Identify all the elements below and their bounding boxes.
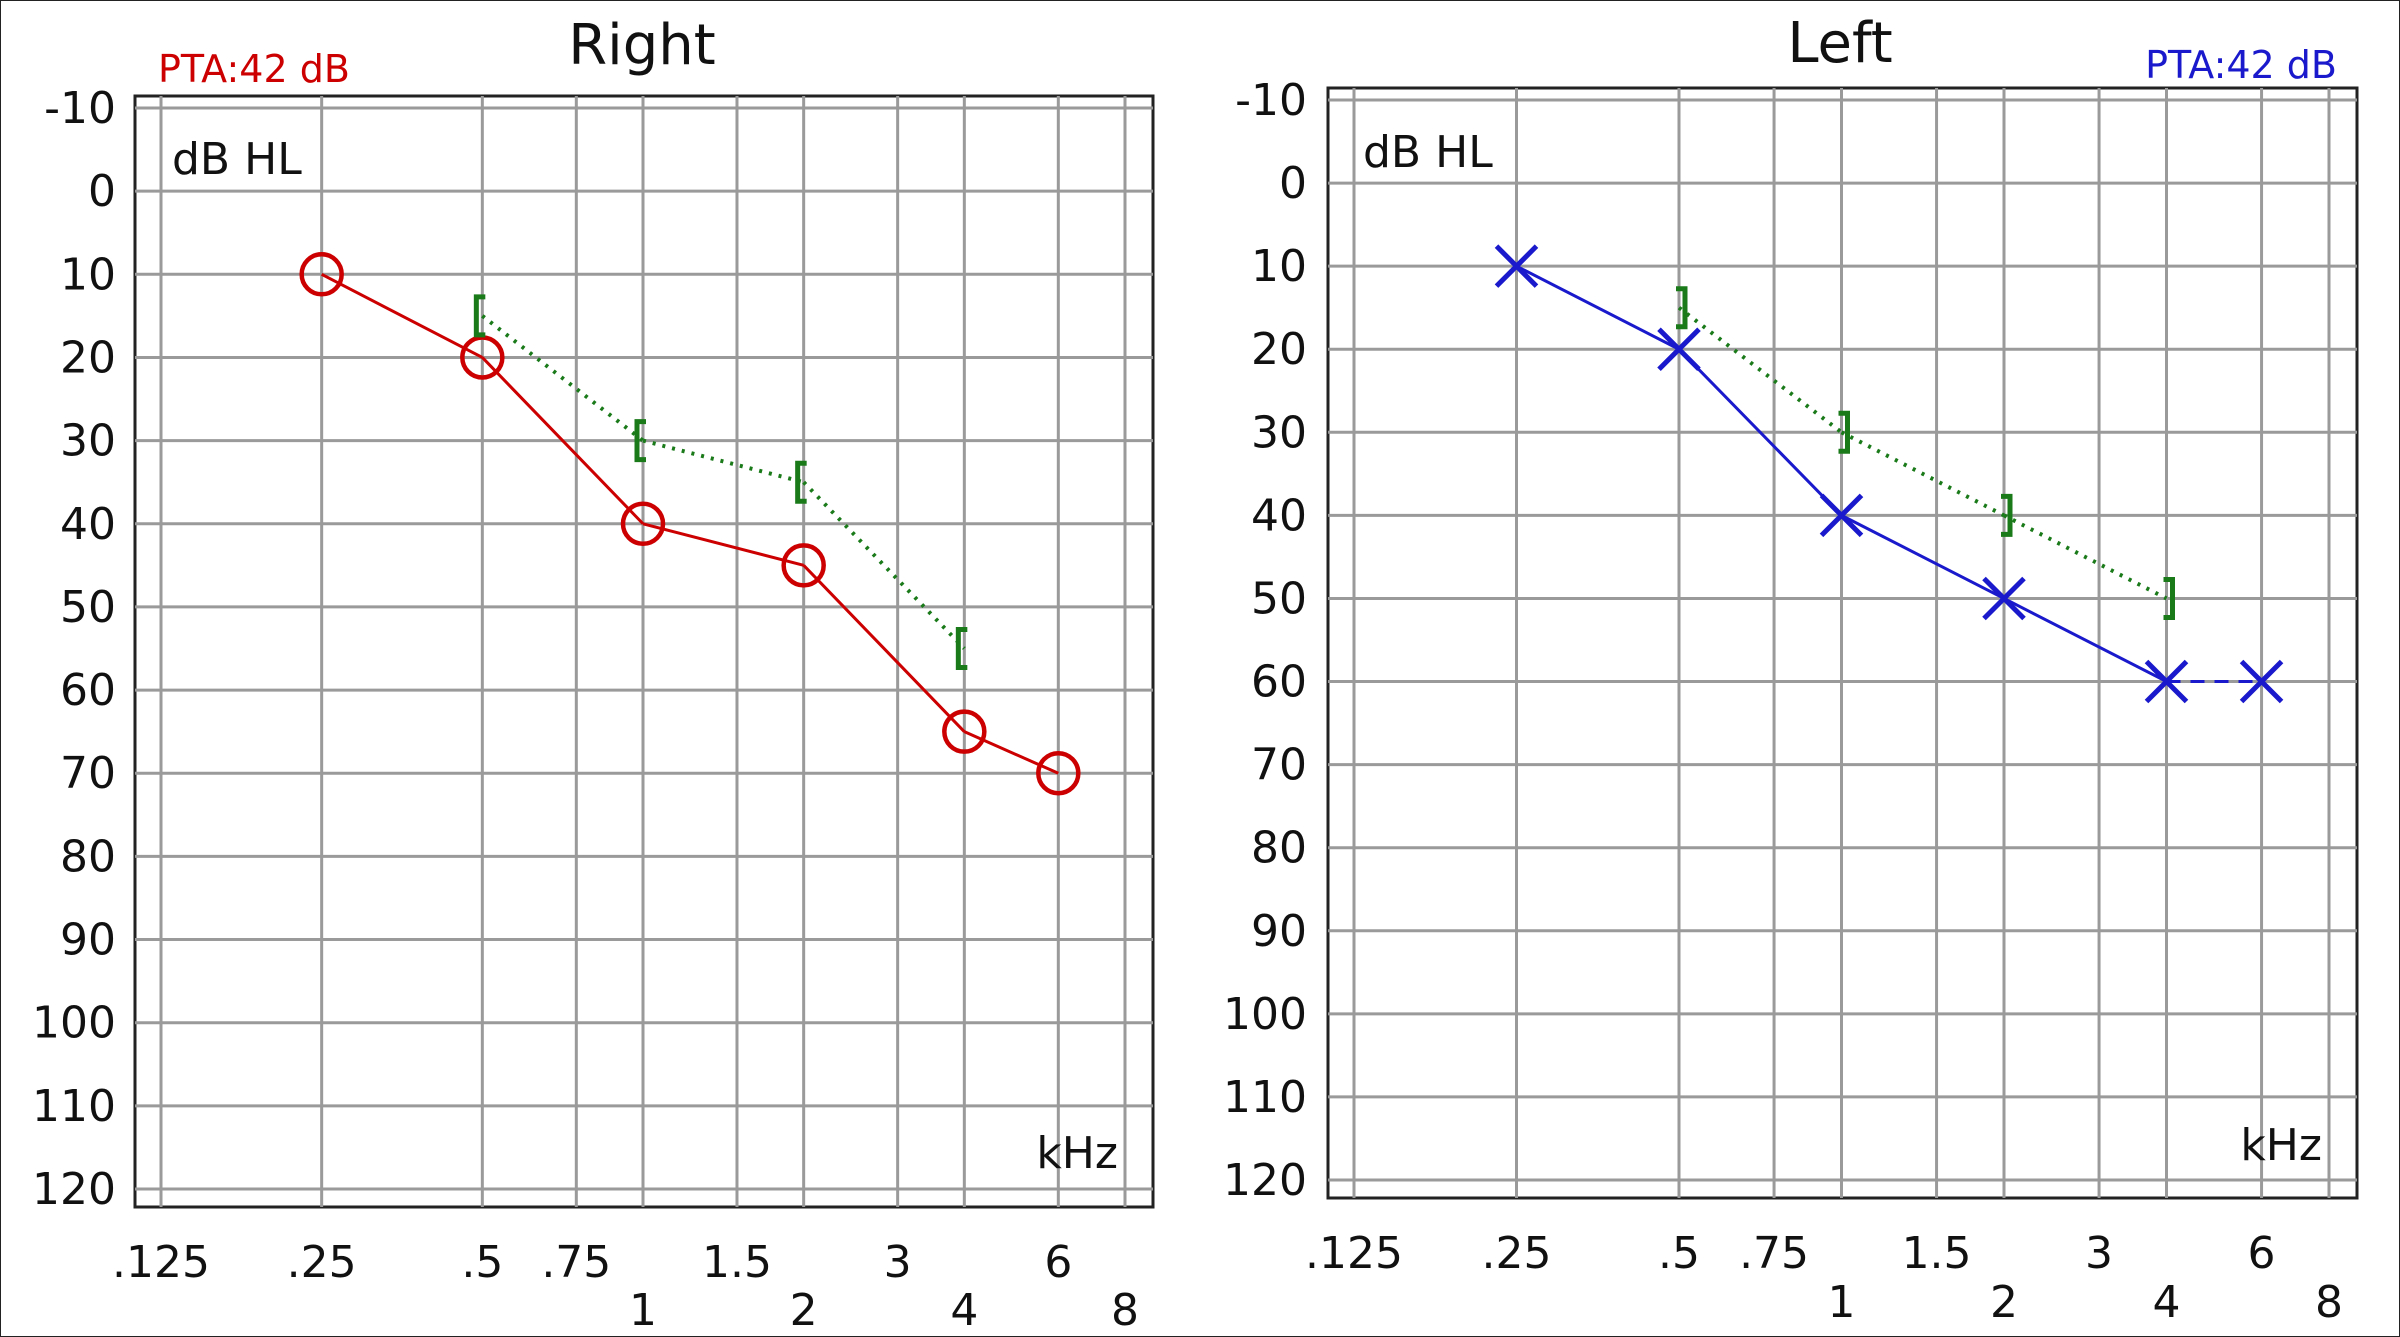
air-conduction-line [642, 522, 805, 567]
y-tick-label: 70 [1251, 740, 1307, 791]
bone-conduction-line [1840, 430, 2005, 518]
chart-title: Left [1787, 11, 1892, 76]
air-conduction-line [481, 356, 645, 525]
air-conduction-marker-x [1657, 327, 1701, 371]
left-ear-panel: -10 0 10 20 30 40 50 60 70 80 90 100 110 120 .125 .25 .5… [1223, 11, 2359, 1328]
bone-conduction-marker [955, 627, 968, 670]
air-conduction-marker-x [2239, 659, 2284, 704]
y-tick-label: 80 [60, 831, 116, 882]
x-tick-label: 1 [629, 1285, 657, 1336]
bone-conduction-marker [1676, 286, 1688, 330]
y-tick-label: 120 [32, 1164, 116, 1215]
bone-conduction-marker [2001, 493, 2013, 537]
y-tick-label: 20 [60, 332, 116, 383]
y-tick-label: 90 [1251, 906, 1307, 957]
y-tick-label: 100 [1223, 989, 1307, 1040]
x-tick-label: .75 [541, 1237, 611, 1288]
y-axis-label: dB HL [1363, 127, 1493, 178]
bone-conduction-line [2003, 513, 2168, 601]
pta-label: PTA:42 dB [2145, 43, 2337, 87]
air-conduction-marker-o [1036, 750, 1081, 796]
air-conduction-marker-o [299, 252, 344, 297]
x-tick-label: 3 [2085, 1228, 2113, 1279]
air-conduction-marker-o [781, 543, 826, 588]
air-conduction-marker-o [620, 501, 666, 547]
x-tick-label: .5 [1658, 1228, 1700, 1279]
x-axis-label: kHz [2240, 1120, 2322, 1171]
air-conduction-marker-x [1494, 244, 1539, 288]
y-tick-label: 100 [32, 998, 116, 1049]
air-conduction-marker-x [2144, 659, 2189, 704]
bone-conduction-marker [473, 294, 486, 338]
x-tick-label: .25 [287, 1237, 357, 1288]
y-tick-label: 120 [1223, 1155, 1307, 1206]
x-tick-label: 1.5 [702, 1237, 772, 1288]
bone-conduction-marker [795, 460, 807, 504]
x-tick-label: .25 [1482, 1228, 1552, 1279]
y-tick-label: 0 [1279, 158, 1307, 209]
x-tick-label: 4 [950, 1285, 978, 1336]
air-conduction-marker-o [942, 709, 987, 754]
y-tick-label: 30 [1251, 407, 1307, 458]
y-tick-label: 40 [1251, 490, 1307, 541]
y-tick-label: -10 [1235, 75, 1307, 126]
bone-conduction-line [642, 438, 805, 485]
y-tick-label: 110 [1223, 1072, 1307, 1123]
x-axis-label: kHz [1036, 1128, 1118, 1179]
x-tick-label: 1 [1828, 1277, 1856, 1328]
bone-conduction-marker [634, 419, 646, 463]
bone-conduction-line [481, 314, 645, 443]
y-tick-label: 80 [1251, 823, 1307, 874]
bone-conduction-marker [2163, 576, 2175, 620]
y-tick-label: 0 [88, 166, 116, 217]
y-tick-label: 60 [1251, 657, 1307, 708]
bone-conduction-marker [1838, 410, 1850, 454]
air-conduction-line [2003, 597, 2168, 683]
pta-label: PTA:42 dB [158, 47, 350, 91]
x-tick-label: 1.5 [1902, 1228, 1972, 1279]
y-tick-label: 50 [1251, 573, 1307, 624]
y-tick-label: 10 [60, 249, 116, 300]
air-conduction-line [1677, 348, 1843, 517]
x-tick-label: 3 [884, 1237, 912, 1288]
x-tick-label: .5 [461, 1237, 503, 1288]
y-tick-label: 30 [60, 416, 116, 467]
air-conduction-line [1840, 514, 2005, 600]
y-tick-label: 50 [60, 582, 116, 633]
x-tick-label: 4 [2153, 1277, 2181, 1328]
x-tick-label: .125 [112, 1237, 210, 1288]
y-tick-label: 40 [60, 499, 116, 550]
air-conduction-marker-o [460, 335, 505, 380]
y-tick-label: 70 [60, 748, 116, 799]
x-tick-label: 6 [1044, 1237, 1072, 1288]
bone-conduction-line [802, 480, 966, 650]
x-tick-label: 8 [1111, 1285, 1139, 1336]
y-tick-label: 90 [60, 915, 116, 966]
bone-conduction-line [1677, 306, 1843, 434]
air-conduction-line [802, 564, 966, 733]
y-tick-label: 20 [1251, 324, 1307, 375]
x-tick-label: 2 [790, 1285, 818, 1336]
x-tick-label: 2 [1990, 1277, 2018, 1328]
air-conduction-marker-x [1982, 576, 2026, 621]
x-tick-label: 8 [2315, 1277, 2343, 1328]
y-tick-label: 10 [1251, 241, 1307, 292]
y-axis-label: dB HL [172, 134, 302, 185]
x-tick-label: .125 [1305, 1228, 1403, 1279]
chart-title: Right [568, 13, 715, 78]
y-tick-label: -10 [44, 83, 116, 134]
air-conduction-marker-x [1819, 493, 1864, 538]
y-tick-label: 110 [32, 1081, 116, 1132]
x-tick-label: 6 [2248, 1228, 2276, 1279]
air-conduction-line [320, 272, 484, 359]
air-conduction-line [963, 730, 1059, 775]
x-tick-label: .75 [1739, 1228, 1809, 1279]
right-ear-panel: -10 0 10 20 30 40 50 60 70 80 90 100 110 120 .125 .25 .5… [32, 13, 1155, 1336]
y-tick-label: 60 [60, 665, 116, 716]
air-conduction-line [1515, 264, 1680, 351]
